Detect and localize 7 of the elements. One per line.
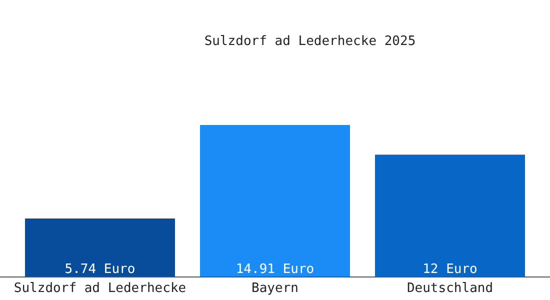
data-label: 14.91 Euro — [236, 262, 314, 277]
data-label: 5.74 Euro — [64, 262, 136, 277]
chart-title: Sulzdorf ad Lederhecke 2025 — [204, 34, 416, 49]
data-label: 12 Euro — [422, 262, 478, 277]
x-tick-label: Deutschland — [406, 281, 494, 296]
x-tick-label: Bayern — [252, 281, 298, 296]
x-tick-label: Sulzdorf ad Lederhecke — [14, 281, 186, 296]
